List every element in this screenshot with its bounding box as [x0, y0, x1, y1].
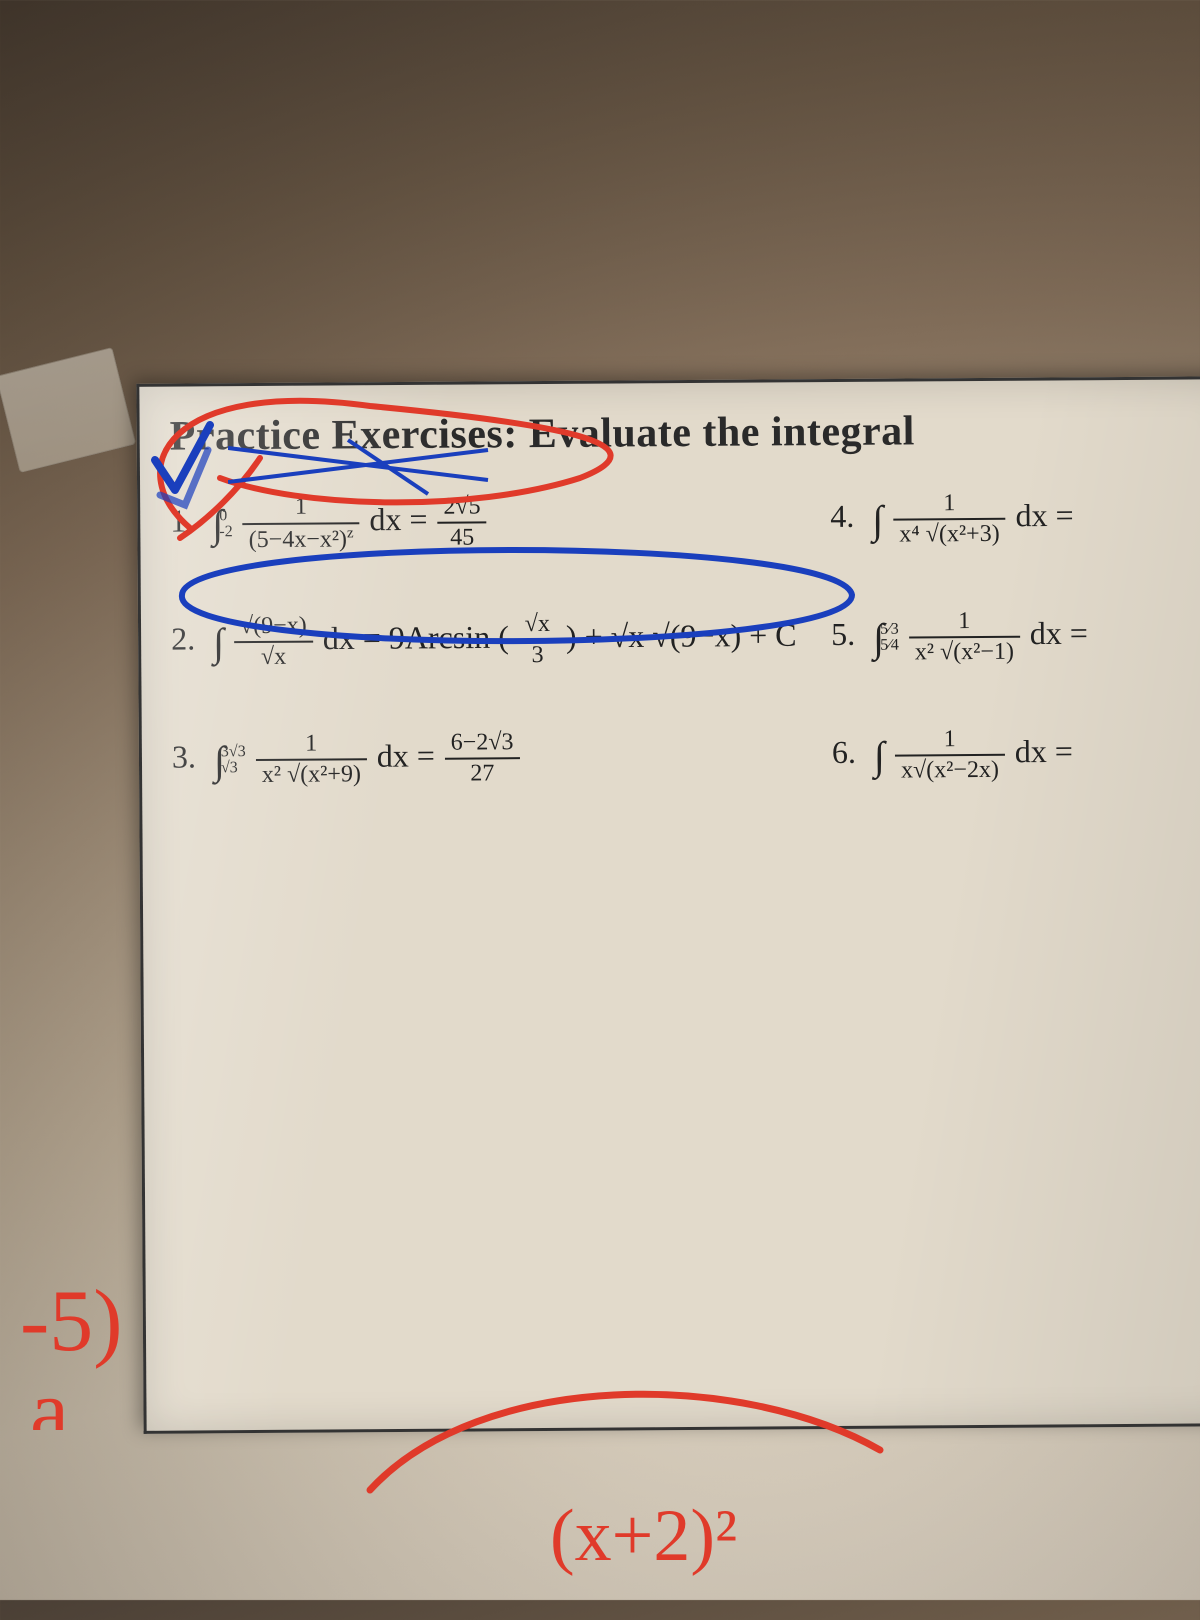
problem-3-number: 3.	[172, 739, 206, 776]
frac-5: 1 x² √(x²−1)	[909, 609, 1020, 666]
frac-6: 1 x√(x²−2x)	[895, 727, 1005, 784]
limits-3: 3√3√3	[221, 744, 246, 776]
problem-2: 2. ∫ √(9−x) √x dx = 9Arcsin ( √x 3 ) + √…	[171, 610, 831, 671]
ans-3: 6−2√3 27	[445, 730, 520, 787]
problem-row-1: 1. ∫0-2 1 (5−4x−x²)z dx = 2√5 45 4. ∫ 1 …	[170, 481, 1200, 560]
limits-1: 0-2	[219, 508, 233, 540]
tail-2: + √x √(9−x) + C	[585, 617, 797, 654]
paren-frac-2: √x 3	[519, 612, 557, 669]
problem-2-number: 2.	[171, 621, 205, 658]
eq-2: dx = 9Arcsin	[323, 619, 491, 656]
problem-1-number: 1.	[170, 503, 204, 540]
ans-1: 2√5 45	[437, 494, 487, 551]
problem-row-2: 2. ∫ √(9−x) √x dx = 9Arcsin ( √x 3 ) + √…	[171, 599, 1200, 678]
frac-3: 1 x² √(x²+9)	[256, 731, 367, 788]
paren-open: (	[498, 619, 509, 655]
page-title: Practice Exercises: Evaluate the integra…	[170, 405, 1200, 460]
limits-5: 5⁄35⁄4	[880, 622, 899, 654]
integral-sign: ∫	[874, 733, 885, 778]
tail-5: dx =	[1030, 615, 1088, 651]
problem-4: 4. ∫ 1 x⁴ √(x²+3) dx =	[830, 489, 1200, 548]
problem-3: 3. ∫3√3√3 1 x² √(x²+9) dx = 6−2√3 27	[172, 728, 832, 789]
handwriting-minus5: -5) a	[10, 1230, 310, 1430]
tail-6: dx =	[1015, 733, 1073, 769]
integral-sign: ∫	[213, 620, 224, 665]
eq-1: dx =	[369, 501, 427, 537]
frac-2: √(9−x) √x	[234, 613, 313, 670]
problem-6-number: 6.	[832, 734, 866, 771]
integral-sign: ∫	[872, 497, 883, 542]
svg-text:-5): -5)	[20, 1273, 123, 1370]
handwriting-bottom: (x+2)²	[360, 1360, 1060, 1620]
problem-6: 6. ∫ 1 x√(x²−2x) dx =	[832, 725, 1200, 784]
problem-5-number: 5.	[831, 616, 865, 653]
thumbnail-inset	[0, 347, 136, 473]
tail-4: dx =	[1015, 497, 1073, 533]
problem-5: 5. ∫5⁄35⁄4 1 x² √(x²−1) dx =	[831, 607, 1200, 666]
frac-4: 1 x⁴ √(x²+3)	[893, 491, 1006, 548]
problem-row-3: 3. ∫3√3√3 1 x² √(x²+9) dx = 6−2√3 27 6. …	[172, 717, 1200, 796]
problem-4-number: 4.	[830, 498, 864, 535]
problem-1: 1. ∫0-2 1 (5−4x−x²)z dx = 2√5 45	[170, 491, 830, 553]
eq-3: dx =	[377, 737, 435, 773]
paren-close: )	[566, 618, 585, 654]
svg-text:a: a	[30, 1363, 69, 1430]
frac-1: 1 (5−4x−x²)z	[242, 495, 359, 553]
svg-text:(x+2)²: (x+2)²	[550, 1495, 737, 1577]
